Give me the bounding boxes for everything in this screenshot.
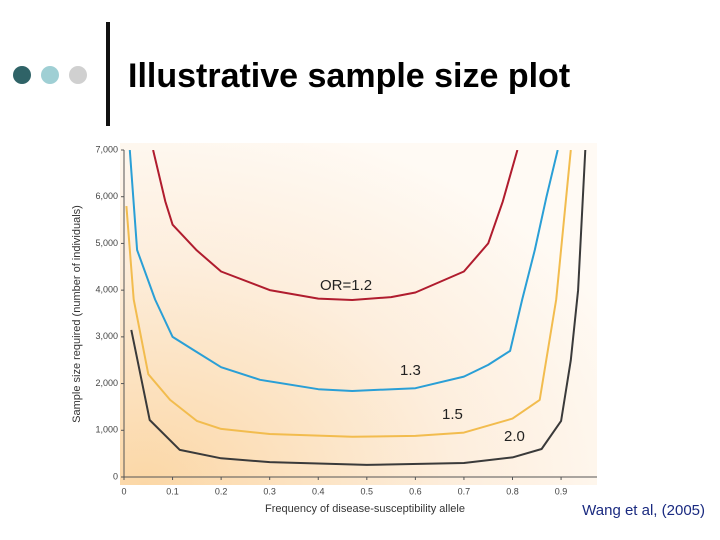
x-tick-label: 0 [121, 486, 126, 496]
decor-bar [106, 22, 110, 126]
curve [125, 150, 572, 438]
y-tick-label: 1,000 [95, 425, 118, 435]
decor-dot [69, 66, 87, 84]
y-tick-label: 2,000 [95, 378, 118, 388]
curve [128, 150, 559, 392]
decor-dot [41, 66, 59, 84]
y-tick-label: 5,000 [95, 238, 118, 248]
curve-label: 1.3 [400, 362, 421, 379]
curve [130, 150, 587, 466]
x-tick-label: 0.6 [409, 486, 422, 496]
curve-label: 1.5 [442, 406, 463, 423]
y-tick-label: 0 [113, 471, 118, 481]
x-tick-label: 0.7 [458, 486, 471, 496]
plot-lines [125, 150, 587, 466]
curve [152, 150, 519, 301]
x-tick-label: 0.4 [312, 486, 325, 496]
citation: Wang et al, (2005) [582, 502, 705, 519]
y-tick-label: 3,000 [95, 331, 118, 341]
plot-background [120, 143, 597, 485]
x-tick-label: 0.3 [263, 486, 276, 496]
y-tick-label: 6,000 [95, 191, 118, 201]
x-tick-label: 0.5 [361, 486, 374, 496]
slide-title: Illustrative sample size plot [128, 57, 570, 95]
curve-label: 2.0 [504, 428, 525, 445]
y-tick-label: 7,000 [95, 144, 118, 154]
x-tick-label: 0.1 [166, 486, 179, 496]
x-tick-label: 0.9 [555, 486, 568, 496]
x-axis-label: Frequency of disease-susceptibility alle… [265, 503, 465, 515]
decor-dot [13, 66, 31, 84]
y-axis-label: Sample size required (number of individu… [71, 205, 83, 423]
y-tick-label: 4,000 [95, 285, 118, 295]
x-tick-label: 0.2 [215, 486, 228, 496]
x-tick-label: 0.8 [506, 486, 519, 496]
curve-label: OR=1.2 [320, 277, 372, 294]
